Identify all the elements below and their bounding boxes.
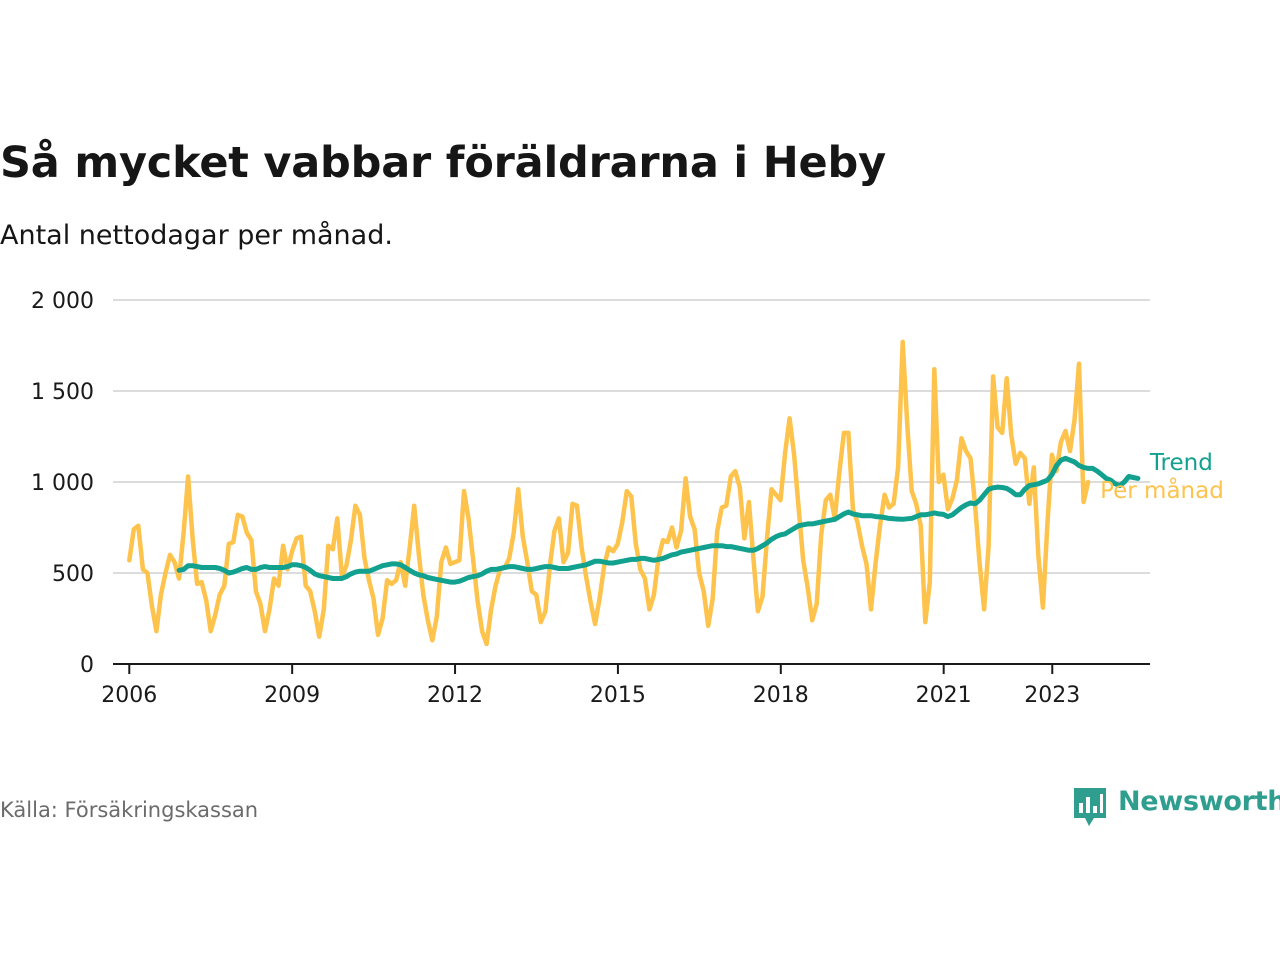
y-tick-label: 0	[80, 653, 94, 678]
x-tick-label: 2021	[916, 683, 972, 708]
line-chart: 0 500 1 000 1 500 2 000 2006 2009 2012 2015 2018…	[31, 289, 1224, 708]
y-gridlines	[113, 299, 1150, 574]
x-tick-label: 2015	[590, 683, 646, 708]
series-line-per-manad	[127, 339, 1091, 647]
y-tick-label: 2 000	[31, 289, 94, 314]
newsworthy-chart-bubble-icon	[1074, 788, 1106, 826]
source-note: Källa: Försäkringskassan	[0, 798, 259, 822]
x-tick-label: 2006	[101, 683, 157, 708]
x-tick-label: 2012	[427, 683, 483, 708]
x-tick-label: 2023	[1024, 683, 1080, 708]
chart-title: Så mycket vabbar föräldrarna i Heby	[0, 138, 886, 188]
series-line-trend	[176, 455, 1141, 585]
y-tick-label: 1 000	[31, 471, 94, 496]
y-tick-label: 500	[52, 562, 94, 587]
legend-label-per-manad: Per månad	[1100, 476, 1224, 504]
series-lines	[127, 339, 1141, 647]
legend-label-trend: Trend	[1149, 450, 1213, 476]
y-axis-tick-labels: 0 500 1 000 1 500 2 000	[31, 289, 94, 678]
x-tick-label: 2009	[264, 683, 320, 708]
x-axis-tick-labels: 2006 2009 2012 2015 2018 2021 2023	[101, 664, 1080, 708]
y-tick-label: 1 500	[31, 380, 94, 405]
x-tick-label: 2018	[753, 683, 809, 708]
brand-name: Newsworthy	[1118, 786, 1280, 817]
chart-subtitle: Antal nettodagar per månad.	[0, 220, 393, 251]
